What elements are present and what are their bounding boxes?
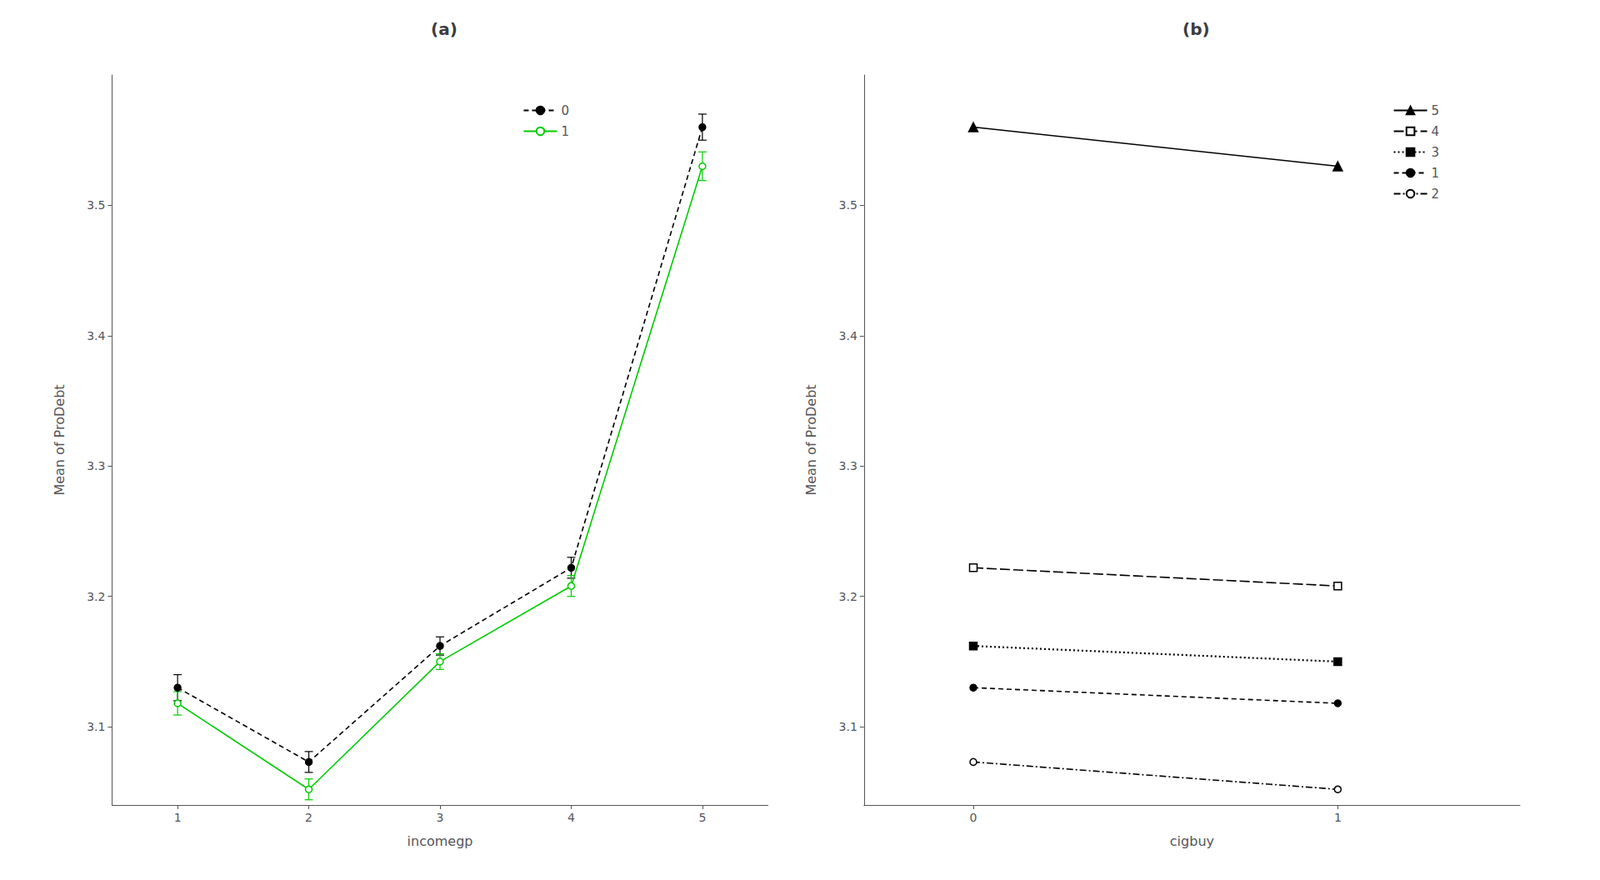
svg-text:incomegp: incomegp [407,833,474,850]
svg-text:(b): (b) [1182,19,1210,40]
svg-text:Mean of ProDebt: Mean of ProDebt [51,384,68,495]
svg-text:4: 4 [567,810,575,825]
svg-text:1: 1 [1431,165,1440,181]
svg-text:2: 2 [305,810,313,825]
svg-text:1: 1 [560,124,570,140]
svg-text:(a): (a) [430,19,458,40]
svg-text:3.4: 3.4 [86,329,105,343]
svg-text:3.5: 3.5 [839,198,858,212]
svg-text:2: 2 [1431,186,1440,202]
svg-text:3.2: 3.2 [86,590,105,604]
svg-text:cigbuy: cigbuy [1170,833,1215,850]
svg-text:Mean of ProDebt: Mean of ProDebt [803,384,820,495]
svg-text:3.1: 3.1 [839,720,858,734]
svg-text:5: 5 [1431,103,1440,119]
svg-text:5: 5 [698,810,706,825]
svg-text:1: 1 [1334,810,1342,825]
svg-text:3.3: 3.3 [86,459,105,473]
svg-text:0: 0 [970,810,978,825]
svg-text:3.2: 3.2 [839,590,858,604]
svg-text:3.5: 3.5 [86,198,105,212]
svg-text:3.1: 3.1 [86,720,105,734]
svg-text:1: 1 [174,810,182,825]
svg-text:3.3: 3.3 [839,459,858,473]
svg-text:3: 3 [436,810,445,825]
svg-text:0: 0 [560,103,570,119]
svg-text:3.4: 3.4 [839,329,858,343]
svg-text:3: 3 [1431,145,1440,160]
svg-text:4: 4 [1431,124,1440,140]
